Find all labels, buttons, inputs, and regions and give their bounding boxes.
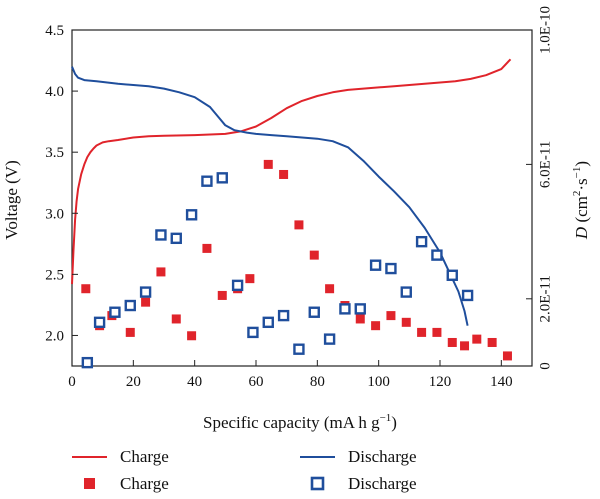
data-point-discharge	[93, 316, 106, 329]
right-title-var: D	[572, 226, 591, 240]
y-left-tick-label: 4.5	[45, 23, 64, 39]
data-point-charge	[294, 220, 304, 230]
data-point-charge	[309, 250, 319, 260]
data-point-charge	[472, 334, 482, 344]
data-point-charge	[432, 327, 442, 337]
right-title-unit: (cm	[572, 196, 591, 227]
y-right-tick-label: 1.0E-10	[537, 6, 553, 54]
x-title-main: Specific capacity (mA h g	[203, 413, 380, 432]
x-tick-label: 40	[187, 374, 202, 390]
data-point-charge	[386, 311, 396, 321]
data-point-discharge	[155, 229, 167, 241]
data-point-charge	[279, 169, 289, 179]
data-point-discharge	[247, 326, 259, 339]
y-right-tick-label: 2.0E-11	[537, 275, 553, 322]
data-point-charge	[217, 290, 227, 300]
data-point-discharge	[139, 286, 152, 298]
legend-marker-swatch	[84, 478, 95, 489]
x-axis-title: Specific capacity (mA h g−1)	[203, 412, 397, 432]
data-point-charge	[487, 337, 497, 347]
series-line-charge	[71, 58, 512, 285]
data-point-charge	[447, 337, 457, 347]
data-point-discharge	[201, 175, 213, 187]
data-point-discharge	[170, 232, 182, 245]
right-title-sup1: 2	[571, 191, 583, 197]
data-point-discharge	[293, 343, 305, 355]
x-tick-label: 100	[367, 374, 390, 390]
data-point-charge	[401, 317, 411, 327]
y-axis-left-title: Voltage (V)	[2, 160, 21, 239]
y-left-tick-label: 2.5	[45, 267, 64, 283]
data-point-charge	[502, 351, 512, 361]
data-point-discharge	[262, 316, 274, 329]
data-point-discharge	[431, 249, 443, 261]
data-point-discharge	[461, 289, 474, 302]
data-point-charge	[417, 327, 427, 337]
y-left-tick-label: 3.5	[45, 145, 64, 161]
x-title-end: )	[391, 413, 397, 432]
data-point-discharge	[446, 269, 458, 281]
legend-entry: Charge	[72, 447, 169, 466]
x-tick-label: 0	[68, 374, 76, 390]
y-left-tick-label: 4.0	[45, 84, 64, 100]
series-line-discharge	[71, 66, 469, 326]
data-point-discharge	[400, 286, 412, 298]
axes-layer: 0 20 40 60 80 100 120 140 2.0 2.5 3.0 3.5 4.0 4.5 0 2.0…	[45, 6, 553, 390]
x-title-sup: −1	[380, 412, 392, 424]
y-axis-right-title: D (cm2·s−1)	[571, 161, 591, 240]
legend-marker-swatch	[310, 476, 325, 491]
y-right-tick-label: 0	[537, 362, 553, 370]
legend-label: Discharge	[348, 474, 417, 493]
data-point-charge	[355, 314, 365, 324]
y-left-tick-label: 3.0	[45, 206, 64, 222]
x-tick-label: 20	[126, 374, 141, 390]
plot-frame	[71, 29, 533, 367]
data-point-discharge	[231, 279, 244, 292]
y-right-tick-label: 6.0E-11	[537, 141, 553, 188]
data-point-discharge	[339, 303, 351, 315]
data-point-charge	[371, 321, 381, 331]
x-tick-label: 140	[490, 374, 513, 390]
data-point-charge	[325, 284, 335, 294]
data-point-discharge	[81, 356, 94, 369]
data-point-discharge	[415, 235, 428, 248]
legend: Charge Discharge Charge Discharge	[72, 447, 417, 493]
data-point-discharge	[109, 306, 121, 318]
data-point-charge	[202, 243, 212, 253]
data-point-charge	[460, 341, 470, 351]
x-tick-label: 120	[429, 374, 452, 390]
y-left-tick-label: 2.0	[45, 328, 64, 344]
data-point-charge	[125, 327, 135, 337]
data-point-discharge	[323, 333, 336, 345]
legend-label: Discharge	[348, 447, 417, 466]
data-point-discharge	[308, 306, 320, 318]
data-point-discharge	[185, 209, 198, 221]
data-point-discharge	[369, 259, 382, 271]
data-point-charge	[156, 267, 166, 277]
right-title-sup2: −1	[571, 167, 583, 179]
right-title-mid: ·s	[572, 178, 591, 190]
x-tick-label: 60	[249, 374, 264, 390]
data-point-discharge	[354, 303, 366, 315]
data-point-discharge	[216, 172, 228, 184]
data-point-charge	[263, 159, 273, 169]
data-point-discharge	[385, 262, 397, 275]
data-point-charge	[245, 274, 255, 284]
data-point-charge	[81, 284, 91, 294]
x-tick-label: 80	[310, 374, 325, 390]
series-layer	[71, 58, 512, 369]
data-point-charge	[187, 331, 197, 341]
data-point-charge	[171, 314, 181, 324]
plot-area-border	[71, 29, 533, 367]
legend-entry: Discharge	[300, 447, 417, 466]
right-title-end: )	[572, 161, 591, 167]
legend-entry: Charge	[84, 474, 169, 493]
data-point-charge	[141, 297, 151, 307]
legend-entry: Discharge	[310, 474, 417, 493]
data-point-discharge	[277, 309, 290, 322]
data-point-discharge	[124, 299, 136, 312]
legend-label: Charge	[120, 447, 169, 466]
legend-label: Charge	[120, 474, 169, 493]
